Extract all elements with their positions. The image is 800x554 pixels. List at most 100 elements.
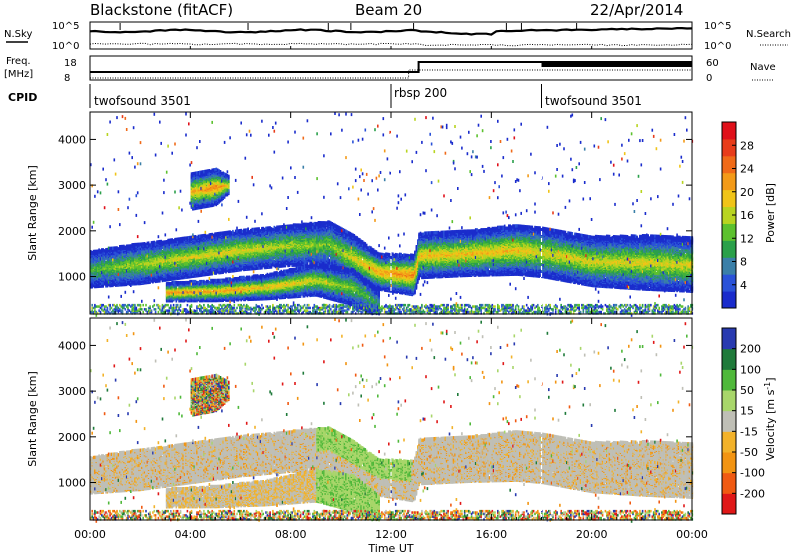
- scatter-point: [112, 258, 114, 261]
- nave-tick-bottom: 0: [706, 73, 712, 84]
- scatter-point: [101, 248, 103, 251]
- scatter-point: [109, 304, 111, 307]
- power-data: [90, 112, 693, 317]
- scatter-point: [91, 304, 93, 307]
- noise-tick-top: 10^5: [52, 21, 79, 32]
- cpid-segment-label-1: twofsound 3501: [94, 94, 191, 108]
- scatter-point: [116, 308, 118, 311]
- scatter-point: [108, 281, 110, 284]
- beam-title: Beam 20: [355, 1, 422, 19]
- scatter-point: [98, 305, 100, 308]
- scatter-point: [96, 305, 98, 308]
- scatter-point: [108, 311, 110, 314]
- scatter-point: [94, 250, 96, 253]
- scatter-point: [109, 254, 111, 257]
- scatter-point: [105, 261, 107, 264]
- scatter-point: [98, 248, 100, 251]
- frequency-panel: Freq. [MHz] 18 8 60 0 Nave: [4, 56, 776, 84]
- scatter-point: [94, 304, 96, 307]
- scatter-point: [91, 226, 93, 229]
- scatter-point: [116, 116, 118, 119]
- scatter-point: [104, 311, 106, 314]
- freq-tick-top: 18: [64, 58, 77, 69]
- noise-search-series: [90, 43, 692, 45]
- freq-unit: [MHz]: [4, 69, 33, 80]
- scatter-point: [107, 183, 109, 186]
- scatter-point: [112, 304, 114, 307]
- noise-tick-top-right: 10^5: [704, 21, 731, 32]
- scatter-point: [102, 309, 104, 312]
- scatter-point: [109, 308, 111, 311]
- cpid-label: CPID: [8, 91, 37, 104]
- scatter-point: [114, 158, 116, 161]
- station-title: Blackstone (fitACF): [90, 1, 233, 19]
- scatter-point: [100, 191, 102, 194]
- scatter-point: [105, 279, 107, 282]
- scatter-point: [109, 247, 111, 250]
- scatter-point: [101, 308, 103, 311]
- freq-tick-bottom: 8: [64, 73, 70, 84]
- scatter-point: [91, 307, 93, 310]
- scatter-point: [93, 221, 95, 224]
- scatter-point: [97, 305, 99, 308]
- scatter-point: [101, 271, 103, 274]
- date-title: 22/Apr/2014: [590, 1, 683, 19]
- cpid-segment-label-3: twofsound 3501: [545, 94, 642, 108]
- scatter-point: [111, 311, 113, 314]
- scatter-point: [105, 309, 107, 312]
- scatter-point: [91, 309, 93, 312]
- scatter-point: [105, 282, 107, 285]
- scatter-point: [107, 133, 109, 136]
- scatter-point: [102, 248, 104, 251]
- scatter-point: [112, 309, 114, 312]
- scatter-point: [107, 307, 109, 310]
- scatter-point: [96, 250, 98, 253]
- scatter-point: [109, 225, 111, 228]
- scatter-point: [115, 305, 117, 308]
- scatter-point: [94, 309, 96, 312]
- scatter-point: [115, 173, 117, 176]
- scatter-point: [104, 249, 106, 252]
- scatter-point: [101, 304, 103, 307]
- noise-sky-series: [90, 28, 692, 34]
- nave-tick-top: 60: [706, 58, 719, 69]
- radar-summary-plot: Blackstone (fitACF) Beam 20 22/Apr/2014 …: [0, 0, 800, 554]
- noise-frame: [90, 22, 692, 49]
- scatter-point: [101, 261, 103, 264]
- scatter-point: [102, 168, 104, 171]
- scatter-point: [112, 247, 114, 250]
- scatter-point: [104, 206, 106, 209]
- scatter-point: [105, 248, 107, 251]
- cpid-segment-label-2: rbsp 200: [394, 86, 447, 100]
- scatter-point: [96, 260, 98, 263]
- nsky-label: N.Sky: [4, 29, 32, 40]
- noise-tick-bottom-right: 10^0: [704, 41, 731, 52]
- scatter-point: [96, 311, 98, 314]
- scatter-point: [111, 247, 113, 250]
- scatter-point: [94, 281, 96, 284]
- scatter-point: [98, 309, 100, 312]
- scatter-point: [105, 178, 107, 181]
- scatter-point: [108, 296, 110, 299]
- scatter-point: [91, 251, 93, 254]
- nave-label: Nave: [750, 62, 776, 73]
- noise-panel: N.Sky 10^5 10^0 10^5 10^0 N.Search: [4, 21, 791, 52]
- scatter-point: [115, 246, 117, 249]
- scatter-point: [108, 247, 110, 250]
- scatter-point: [100, 311, 102, 314]
- scatter-point: [108, 266, 110, 269]
- scatter-point: [102, 304, 104, 307]
- freq-label: Freq.: [6, 56, 31, 67]
- nave-dense-block: [542, 62, 693, 67]
- scatter-point: [97, 250, 99, 253]
- scatter-point: [116, 246, 118, 249]
- scatter-point: [105, 305, 107, 308]
- scatter-point: [109, 121, 111, 124]
- nsearch-label: N.Search: [746, 29, 791, 40]
- scatter-point: [94, 195, 96, 198]
- frequency-frame: [90, 56, 692, 80]
- noise-tick-bottom: 10^0: [52, 41, 79, 52]
- scatter-point: [104, 305, 106, 308]
- scatter-point: [97, 190, 99, 193]
